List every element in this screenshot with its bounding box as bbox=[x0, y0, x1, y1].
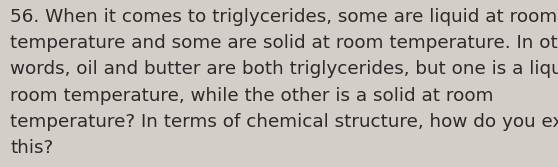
Text: this?: this? bbox=[10, 139, 54, 157]
Text: room temperature, while the other is a solid at room: room temperature, while the other is a s… bbox=[10, 87, 493, 105]
Text: temperature and some are solid at room temperature. In other: temperature and some are solid at room t… bbox=[10, 34, 558, 52]
Text: temperature? In terms of chemical structure, how do you explain: temperature? In terms of chemical struct… bbox=[10, 113, 558, 131]
Text: 56. When it comes to triglycerides, some are liquid at room: 56. When it comes to triglycerides, some… bbox=[10, 8, 557, 26]
Text: words, oil and butter are both triglycerides, but one is a liquid at: words, oil and butter are both triglycer… bbox=[10, 60, 558, 78]
